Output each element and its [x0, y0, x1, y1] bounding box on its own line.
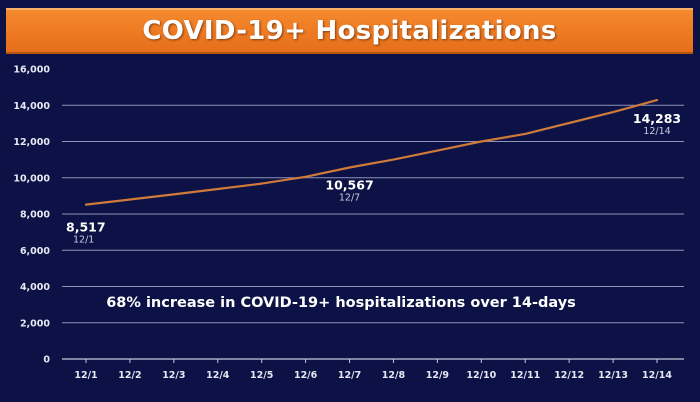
annotation-date: 12/1	[73, 235, 94, 246]
gridlines	[62, 104, 684, 360]
y-tick-label: 4,000	[20, 282, 50, 293]
x-tick-label: 12/5	[250, 370, 273, 381]
annotation-value: 8,517	[66, 220, 106, 235]
x-tick-label: 12/1	[74, 370, 97, 381]
title-banner: COVID-19+ Hospitalizations	[6, 8, 693, 54]
x-tick-label: 12/8	[382, 370, 406, 381]
y-tick-label: 6,000	[20, 246, 50, 257]
x-tick-label: 12/11	[510, 370, 540, 381]
x-tick-label: 12/10	[466, 370, 496, 381]
x-tick-label: 12/3	[162, 370, 185, 381]
x-tick-label: 12/9	[426, 370, 449, 381]
x-tick-label: 12/7	[338, 370, 361, 381]
annotation-date: 12/14	[643, 126, 670, 137]
y-tick-label: 14,000	[13, 101, 50, 112]
chart-caption: 68% increase in COVID-19+ hospitalizatio…	[106, 295, 576, 311]
annotation-value: 10,567	[325, 177, 373, 192]
y-tick-label: 2,000	[20, 318, 50, 329]
y-tick-label: 16,000	[13, 65, 50, 76]
y-tick-label: 10,000	[13, 173, 50, 184]
y-tick-label: 12,000	[13, 137, 50, 148]
x-tick-label: 12/4	[206, 370, 230, 381]
x-tick-label: 12/6	[294, 370, 318, 381]
chart-title: COVID-19+ Hospitalizations	[142, 16, 557, 46]
annotation-value: 14,283	[633, 111, 681, 126]
x-axis-ticks: 12/1 12/2 12/3 12/4 12/5 12/6 12/7 12/8 12/9 12/1…	[74, 359, 672, 381]
y-axis-ticks: 0 2,000 4,000 6,000 8,000 10,000 12,000 14,000 1…	[13, 65, 50, 366]
x-tick-label: 12/14	[642, 370, 672, 381]
x-tick-label: 12/12	[554, 370, 584, 381]
x-tick-label: 12/2	[118, 370, 141, 381]
annotation-date: 12/7	[339, 192, 360, 203]
y-tick-label: 8,000	[20, 210, 50, 221]
y-tick-label: 0	[43, 355, 50, 366]
series	[84, 98, 659, 206]
series-line	[84, 98, 659, 206]
x-tick-label: 12/13	[598, 370, 628, 381]
